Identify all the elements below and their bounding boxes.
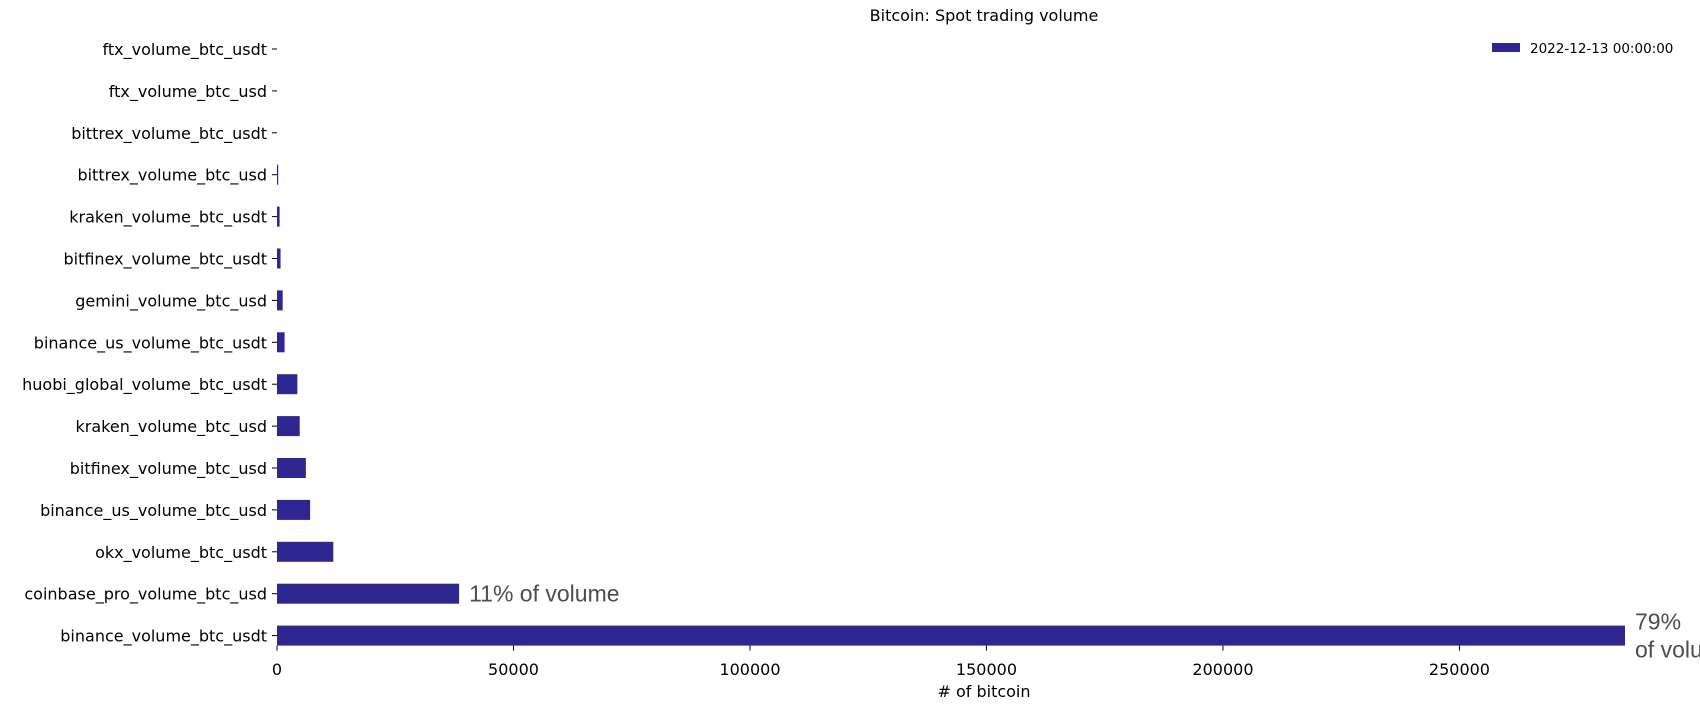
bar-coinbase-pro-volume-btc-usd: [277, 583, 460, 604]
bar-bittrex-volume-btc-usd: [277, 164, 279, 185]
y-tick-label-bittrex-volume-btc-usdt: bittrex_volume_btc_usdt: [71, 124, 267, 144]
y-tick-label-gemini-volume-btc-usd: gemini_volume_btc_usd: [75, 291, 267, 311]
annotation-coinbase-pro-volume-btc-usd: 11% of volume: [469, 581, 619, 607]
category-labels: ftx_volume_btc_usdt ftx_volume_btc_usdbit…: [22, 40, 277, 647]
bar-binance-volume-btc-usdt: [277, 625, 1625, 646]
bar-okx-volume-btc-usdt: [277, 541, 334, 562]
bar-kraken-volume-btc-usd: [277, 416, 300, 437]
x-tick-label-150000: 150000: [956, 660, 1017, 679]
legend-swatch: [1492, 43, 1520, 52]
y-tick-label-okx-volume-btc-usdt: okx_volume_btc_usdt: [95, 543, 267, 563]
y-tick-label-ftx-volume-btc-usd: ftx_volume_btc_usd: [109, 82, 267, 102]
y-tick-label-coinbase-pro-volume-btc-usd: coinbase_pro_volume_btc_usd: [24, 585, 267, 605]
x-tick-label-0: 0: [272, 660, 282, 679]
y-tick-label-bitfinex-volume-btc-usdt: bitfinex_volume_btc_usdt: [63, 250, 267, 270]
bars: [277, 164, 1625, 646]
bar-bitfinex-volume-btc-usdt: [277, 248, 281, 269]
legend-label: 2022-12-13 00:00:00: [1530, 41, 1673, 57]
x-axis-label: # of bitcoin: [937, 682, 1030, 701]
y-tick-label-kraken-volume-btc-usd: kraken_volume_btc_usd: [76, 417, 267, 437]
x-tick-label-200000: 200000: [1192, 660, 1253, 679]
y-tick-label-ftx-volume-btc-usdt: ftx_volume_btc_usdt: [103, 40, 268, 60]
y-tick-label-huobi-global-volume-btc-usdt: huobi_global_volume_btc_usdt: [22, 375, 267, 395]
x-tick-label-50000: 50000: [488, 660, 539, 679]
annotations: 11% of volume 79%of volu: [469, 581, 1700, 663]
bar-binance-us-volume-btc-usdt: [277, 332, 285, 353]
annotation-binance-volume-btc-usdt-line-1: 79%: [1635, 609, 1681, 635]
bar-gemini-volume-btc-usd: [277, 290, 283, 311]
x-tick-label-250000: 250000: [1429, 660, 1490, 679]
bar-huobi-global-volume-btc-usdt: [277, 374, 298, 395]
x-tick-label-100000: 100000: [719, 660, 780, 679]
bar-bitfinex-volume-btc-usd: [277, 458, 306, 478]
legend: 2022-12-13 00:00:00: [1492, 41, 1673, 57]
y-tick-label-bittrex-volume-btc-usd: bittrex_volume_btc_usd: [77, 166, 267, 186]
y-tick-label-binance-volume-btc-usdt: binance_volume_btc_usdt: [60, 627, 267, 647]
annotation-binance-volume-btc-usdt-line-2: of volu: [1635, 637, 1700, 663]
y-tick-label-kraken-volume-btc-usdt: kraken_volume_btc_usdt: [69, 208, 267, 228]
chart-title: Bitcoin: Spot trading volume: [870, 6, 1099, 25]
y-tick-label-binance-us-volume-btc-usdt: binance_us_volume_btc_usdt: [34, 333, 267, 353]
bar-kraken-volume-btc-usdt: [277, 206, 280, 227]
y-tick-label-binance-us-volume-btc-usd: binance_us_volume_btc_usd: [40, 501, 267, 521]
x-axis: 0 50000 100000 150000 200000 250000: [272, 645, 1490, 679]
y-tick-label-bitfinex-volume-btc-usd: bitfinex_volume_btc_usd: [70, 459, 267, 479]
bar-binance-us-volume-btc-usd: [277, 499, 311, 520]
